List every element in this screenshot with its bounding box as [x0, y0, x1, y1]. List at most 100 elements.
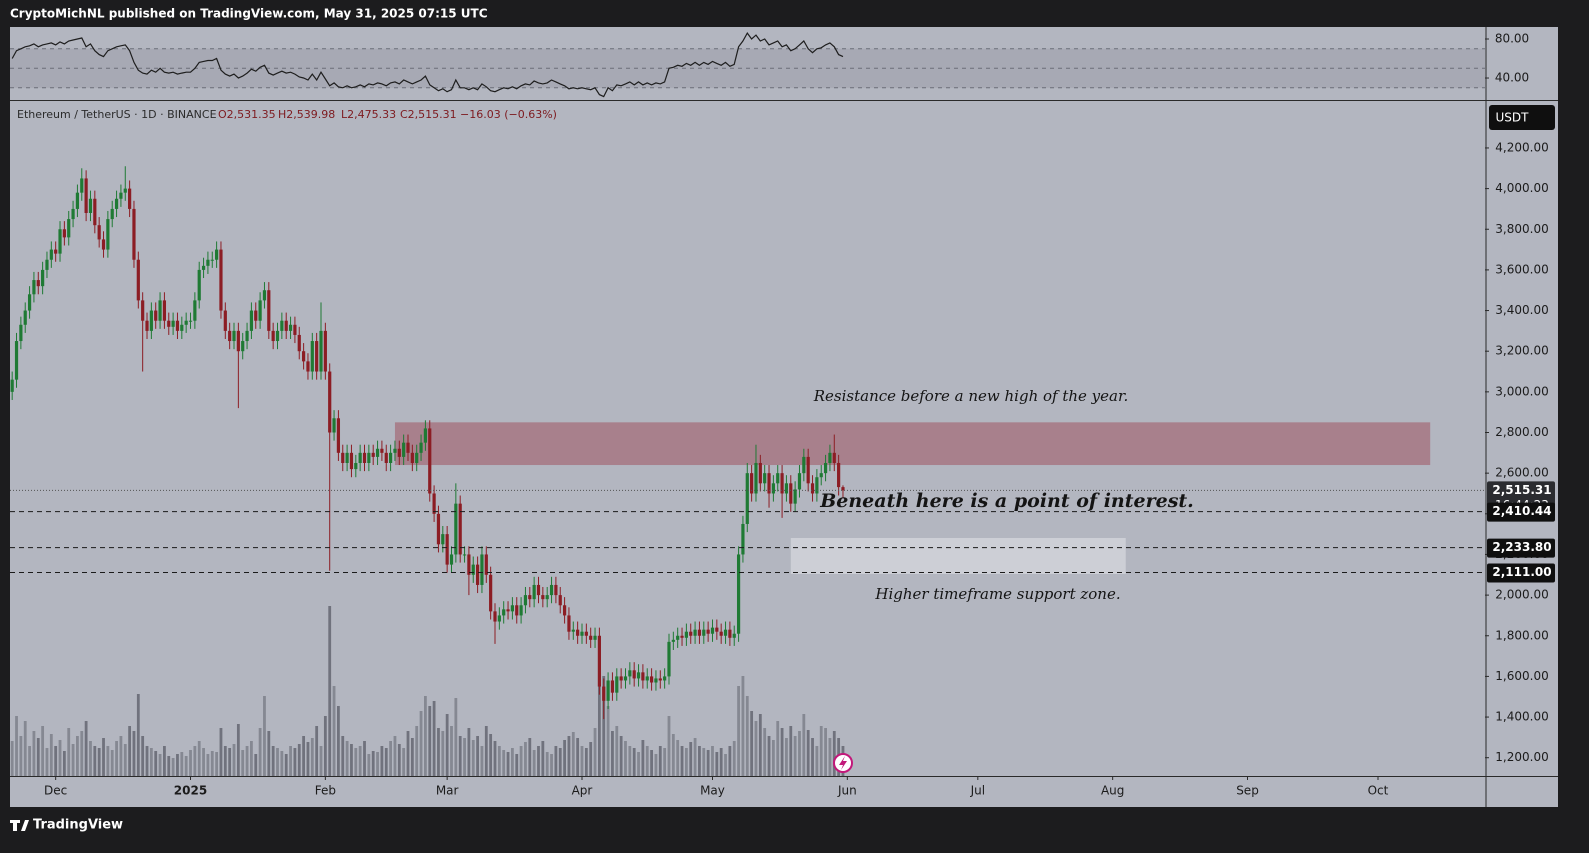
volume-bar	[89, 741, 92, 776]
volume-bar	[541, 741, 545, 776]
volume-bar	[606, 706, 610, 776]
x-tick-label: Jul	[970, 784, 985, 798]
candle-body	[141, 300, 145, 321]
volume-bar	[58, 740, 62, 776]
currency-label[interactable]: USDT	[1496, 111, 1530, 125]
candle-body	[106, 219, 110, 250]
volume-bar	[36, 738, 40, 776]
candle-body	[489, 574, 493, 612]
candle-body	[293, 324, 297, 335]
candle-body	[315, 341, 319, 372]
brand: TradingView	[33, 818, 123, 833]
candle-body	[410, 452, 414, 463]
volume-bar	[271, 746, 275, 776]
candle-body	[319, 330, 323, 372]
volume-bar	[306, 742, 310, 776]
volume-bar	[780, 728, 784, 776]
volume-bar	[641, 740, 645, 776]
volume-bar	[741, 676, 745, 776]
candle-body	[802, 456, 806, 474]
volume-bar	[519, 746, 523, 776]
volume-bar	[615, 726, 619, 776]
candle-body	[228, 330, 232, 342]
volume-bar	[28, 746, 31, 776]
candle-body	[132, 208, 136, 260]
volume-bar	[589, 742, 593, 776]
volume-bar	[489, 734, 493, 776]
volume-bar	[267, 731, 271, 776]
candle-body	[597, 635, 601, 687]
candle-body	[14, 341, 19, 380]
candle-body	[280, 320, 284, 331]
volume-bar	[176, 754, 179, 776]
zone	[394, 422, 1431, 466]
volume-bar	[558, 748, 562, 776]
price-tag-label: 2,111.00	[1492, 565, 1551, 579]
candle-body	[171, 320, 175, 327]
volume-bar	[497, 746, 501, 776]
volume-bar	[684, 748, 688, 776]
zone	[790, 537, 1126, 574]
candle-body	[558, 595, 562, 606]
candle-body	[602, 686, 606, 701]
candle-body	[793, 489, 797, 504]
time-axis-panel	[10, 777, 1486, 807]
candle-body	[815, 477, 819, 494]
volume-bar	[445, 714, 449, 776]
volume-bar	[471, 740, 475, 776]
candle-body	[523, 595, 528, 606]
volume-bar	[758, 714, 762, 776]
candle-body	[475, 564, 480, 585]
volume-bar	[41, 726, 45, 776]
volume-bar	[484, 726, 488, 776]
event-icon-bolt	[839, 756, 847, 770]
currency-badge[interactable]	[1489, 105, 1555, 130]
volume-bar	[658, 746, 662, 776]
volume-bar	[19, 736, 23, 776]
volume-bar	[632, 748, 636, 776]
volume-bar	[528, 738, 532, 776]
candle-body	[471, 564, 475, 575]
x-tick-label: Sep	[1236, 784, 1259, 798]
candle-body	[206, 259, 210, 266]
volume-bar	[110, 750, 114, 776]
volume-bar	[806, 730, 810, 776]
volume-bar	[236, 724, 240, 776]
candle-body	[462, 554, 467, 556]
volume-bar	[197, 741, 201, 776]
candle-body	[728, 629, 732, 638]
x-tick-label: 2025	[174, 784, 207, 798]
candle-body	[232, 330, 236, 342]
candle-body	[323, 330, 327, 372]
volume-bar	[667, 716, 671, 776]
candle-body	[628, 670, 632, 677]
candle-body	[519, 605, 523, 616]
volume-bar	[397, 744, 401, 776]
candle-body	[345, 452, 349, 463]
brand-logo	[10, 820, 29, 831]
candle-body	[758, 462, 762, 484]
candle-body	[510, 605, 514, 612]
volume-bar	[232, 744, 236, 776]
volume-bar	[811, 738, 814, 776]
candle-body	[406, 442, 410, 453]
volume-bar	[785, 738, 788, 776]
ohlc-value: L2,475.33	[341, 108, 396, 121]
candle-body	[771, 483, 775, 494]
candle-body	[397, 448, 401, 457]
candle-body	[506, 609, 510, 612]
y-tick-label: 1,600.00	[1495, 669, 1548, 683]
volume-bar	[254, 754, 258, 776]
candle-body	[84, 178, 88, 213]
candle-body	[641, 672, 645, 681]
candle-body	[288, 324, 293, 331]
candle-body	[576, 629, 580, 636]
candle-body	[67, 219, 71, 238]
candle-body	[837, 462, 841, 488]
volume-bar	[410, 738, 414, 776]
price-tag-label: 2,515.31	[1492, 483, 1551, 497]
candle-body	[784, 483, 789, 494]
y-tick-label: 3,800.00	[1495, 222, 1548, 236]
ohlc-value: O2,531.35	[218, 108, 276, 121]
rsi-y-tick-label: 80.00	[1495, 32, 1529, 46]
